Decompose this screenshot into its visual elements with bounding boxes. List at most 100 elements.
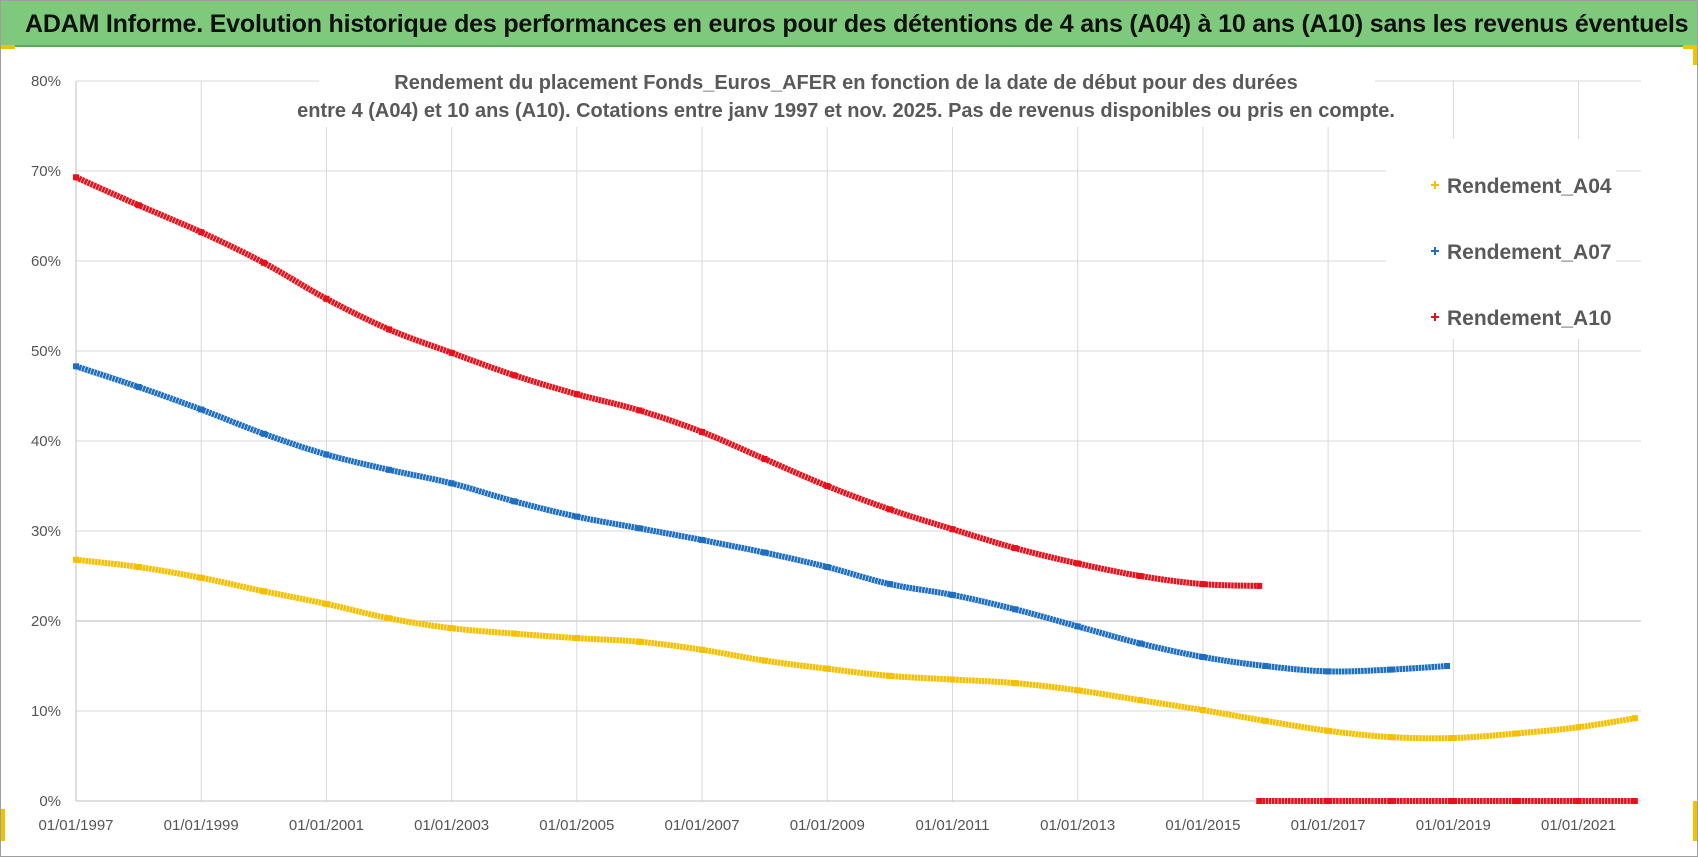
data-point-A04 bbox=[1387, 734, 1394, 741]
data-point-A10 bbox=[260, 259, 267, 266]
legend-label-A07: Rendement_A07 bbox=[1447, 241, 1612, 264]
data-point-A10 bbox=[1631, 798, 1638, 804]
data-point-A04 bbox=[949, 676, 956, 683]
data-point-A07 bbox=[1387, 666, 1394, 673]
corner-mark-right-bottom bbox=[1693, 801, 1697, 841]
x-tick-label: 01/01/2009 bbox=[790, 817, 865, 834]
data-point-A07 bbox=[1199, 654, 1206, 660]
data-point-A10 bbox=[824, 483, 831, 489]
data-point-A07 bbox=[886, 581, 893, 588]
data-point-A10 bbox=[1450, 798, 1457, 804]
data-point-A10 bbox=[1325, 798, 1332, 804]
data-point-A10 bbox=[135, 202, 142, 209]
data-point-A04 bbox=[886, 672, 893, 679]
x-tick-label: 01/01/1997 bbox=[38, 817, 113, 834]
x-tick-label: 01/01/2005 bbox=[539, 817, 614, 834]
data-point-A04 bbox=[1450, 735, 1457, 741]
data-point-A07 bbox=[761, 549, 768, 556]
data-point-A07 bbox=[1074, 623, 1081, 630]
x-tick-label: 01/01/2019 bbox=[1416, 817, 1491, 834]
grid-lines bbox=[76, 80, 1641, 801]
corner-mark-left-bottom bbox=[1, 809, 5, 841]
data-point-A04 bbox=[636, 638, 643, 645]
data-point-A04 bbox=[198, 574, 205, 581]
data-point-A04 bbox=[761, 657, 768, 664]
page-banner-title: ADAM Informe. Evolution historique des p… bbox=[1, 1, 1697, 47]
data-point-A04 bbox=[1575, 724, 1582, 731]
data-point-A07 bbox=[511, 498, 518, 505]
data-point-A07 bbox=[1262, 663, 1269, 669]
x-tick-label: 01/01/1999 bbox=[164, 817, 239, 834]
data-point-A10 bbox=[511, 372, 518, 379]
data-point-A10 bbox=[699, 429, 706, 435]
data-point-A07 bbox=[73, 363, 79, 370]
data-point-A10 bbox=[1199, 581, 1206, 588]
data-point-A10 bbox=[636, 407, 643, 414]
data-point-A10 bbox=[886, 506, 893, 513]
data-point-A04 bbox=[323, 600, 330, 607]
data-point-A07 bbox=[699, 537, 706, 543]
y-tick-label: 70% bbox=[31, 163, 61, 180]
chart-title-line-1: Rendement du placement Fonds_Euros_AFER … bbox=[394, 72, 1297, 94]
data-point-A07 bbox=[1325, 668, 1332, 675]
line-chart: Rendement du placement Fonds_Euros_AFER … bbox=[31, 69, 1641, 834]
x-tick-label: 01/01/2015 bbox=[1165, 817, 1240, 834]
y-tick-label: 80% bbox=[31, 73, 61, 90]
data-point-A04 bbox=[448, 625, 455, 632]
data-point-A10 bbox=[1137, 573, 1144, 579]
data-point-A04 bbox=[1199, 707, 1206, 714]
data-series bbox=[73, 174, 1638, 805]
chart-title-background bbox=[319, 69, 1375, 127]
y-tick-label: 10% bbox=[31, 703, 61, 720]
legend: Rendement_A04 Rendement_A07 Rendement_A10 bbox=[1386, 139, 1616, 339]
axes bbox=[75, 81, 1641, 802]
series-line-A04 bbox=[75, 556, 1636, 742]
data-point-A04 bbox=[73, 556, 79, 563]
data-point-A07 bbox=[135, 384, 142, 390]
x-axis-tick-labels: 01/01/1997 01/01/1999 01/01/2001 01/01/2003… bbox=[38, 817, 1616, 834]
data-point-A07 bbox=[824, 564, 831, 570]
data-point-A04 bbox=[1012, 680, 1019, 687]
y-tick-label: 20% bbox=[31, 613, 61, 630]
data-point-A10 bbox=[1512, 798, 1519, 804]
data-point-A10 bbox=[573, 391, 580, 398]
data-point-A04 bbox=[1512, 730, 1519, 737]
data-point-A07 bbox=[636, 525, 643, 532]
data-point-A07 bbox=[323, 451, 330, 458]
data-point-A04 bbox=[1262, 717, 1269, 724]
data-point-A10 bbox=[949, 526, 956, 533]
x-tick-label: 01/01/2007 bbox=[665, 817, 740, 834]
data-point-A07 bbox=[386, 466, 393, 473]
corner-mark-top-left bbox=[1, 45, 15, 49]
y-tick-label: 60% bbox=[31, 253, 61, 270]
data-point-A04 bbox=[1137, 697, 1144, 704]
data-point-A10 bbox=[1387, 798, 1394, 804]
corner-mark-right-top bbox=[1693, 45, 1697, 65]
legend-background bbox=[1386, 139, 1616, 339]
data-point-A07 bbox=[573, 513, 580, 520]
data-point-A07 bbox=[260, 430, 267, 437]
data-point-A10 bbox=[73, 174, 79, 181]
data-point-A10 bbox=[448, 349, 455, 356]
data-point-A04 bbox=[1631, 715, 1638, 722]
data-point-A10 bbox=[198, 229, 205, 236]
data-point-A04 bbox=[1074, 687, 1081, 694]
x-tick-label: 01/01/2017 bbox=[1291, 817, 1366, 834]
y-tick-label: 0% bbox=[39, 793, 61, 810]
data-point-A10 bbox=[1256, 582, 1263, 589]
legend-label-A10: Rendement_A10 bbox=[1447, 307, 1612, 330]
data-point-A10 bbox=[323, 295, 330, 302]
x-tick-label: 01/01/2021 bbox=[1541, 817, 1616, 834]
data-point-A04 bbox=[824, 665, 831, 672]
data-point-A10 bbox=[1012, 545, 1019, 552]
x-tick-label: 01/01/2003 bbox=[414, 817, 489, 834]
data-point-A04 bbox=[699, 646, 706, 653]
data-point-A04 bbox=[386, 615, 393, 622]
y-tick-label: 30% bbox=[31, 523, 61, 540]
data-point-A04 bbox=[1325, 727, 1332, 734]
data-point-A10 bbox=[761, 456, 768, 462]
y-tick-label: 50% bbox=[31, 343, 61, 360]
data-point-A07 bbox=[1444, 663, 1451, 669]
x-tick-label: 01/01/2011 bbox=[915, 817, 989, 834]
